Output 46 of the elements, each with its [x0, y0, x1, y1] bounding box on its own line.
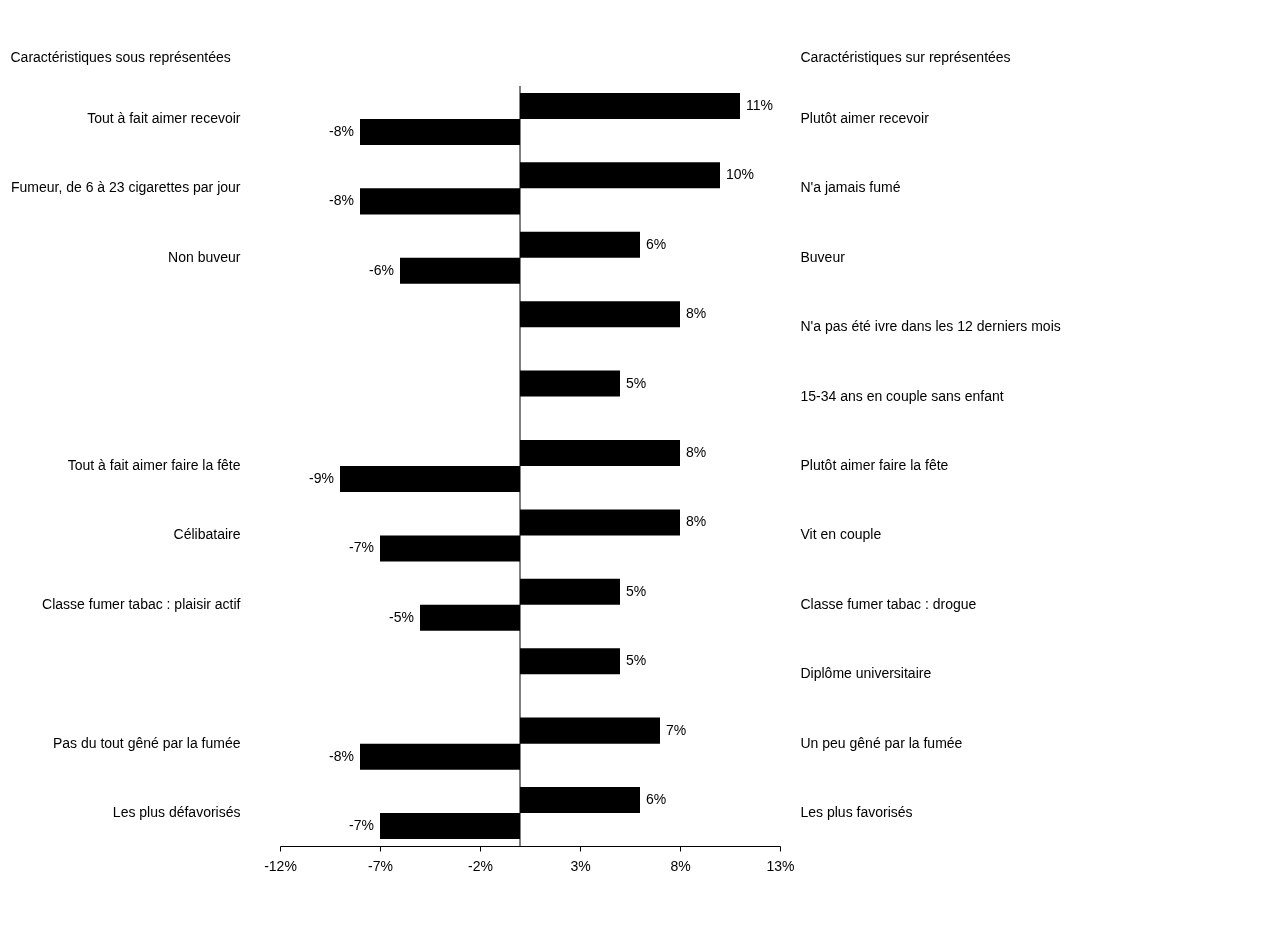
y2-tick-label: N'a jamais fumé [800, 179, 901, 196]
data-label: 8% [686, 513, 707, 530]
x-tick-label: 3% [570, 857, 591, 874]
y-axis-title: Caractéristiques sous représentées [10, 48, 231, 65]
data-label: -8% [329, 122, 354, 139]
x-tick-label: -7% [368, 857, 393, 874]
y2-tick-label: Diplôme universitaire [800, 665, 932, 682]
y-tick-label: Non buveur [168, 248, 241, 265]
data-label: 11% [746, 96, 773, 113]
data-label: 5% [626, 652, 647, 669]
y-tick-label: Tout à fait aimer faire la fête [67, 457, 241, 473]
data-label: -8% [329, 192, 354, 209]
y2-tick-label: 15-34 ans en couple sans enfant [800, 387, 1004, 404]
y-tick-label: Tout à fait aimer recevoir [87, 109, 241, 126]
data-label: 10% [726, 166, 755, 183]
y2-tick-label: Plutôt aimer faire la fête [800, 457, 949, 473]
y2-tick-label: Plutôt aimer recevoir [800, 109, 930, 126]
x-tick-label: -12% [264, 857, 297, 874]
x-tick-label: 13% [766, 857, 795, 874]
data-label: -5% [389, 608, 414, 625]
data-label: 8% [686, 443, 707, 460]
y-tick-label: Les plus défavorisés [112, 804, 241, 821]
data-label: 5% [626, 582, 647, 599]
y-tick-label: Fumeur, de 6 à 23 cigarettes par jour [10, 179, 241, 196]
data-label: 5% [626, 374, 647, 391]
y2-axis-title: Caractéristiques sur représentées [800, 48, 1011, 65]
y-tick-label: Célibataire [173, 526, 241, 543]
x-tick-label: -2% [468, 857, 493, 874]
y2-tick-label: Buveur [800, 248, 846, 265]
data-label: -9% [309, 470, 334, 487]
data-label: 8% [686, 305, 707, 322]
x-tick-label: 8% [670, 857, 691, 874]
y2-tick-label: Classe fumer tabac : drogue [800, 595, 977, 612]
y-tick-label: Pas du tout gêné par la fumée [52, 734, 241, 751]
data-label: -8% [329, 747, 354, 764]
data-label: -7% [349, 539, 374, 556]
data-label: -7% [349, 817, 374, 834]
data-label: 6% [646, 235, 667, 252]
y2-tick-label: Les plus favorisés [800, 804, 913, 821]
data-label: 6% [646, 791, 667, 808]
data-label: 7% [666, 721, 687, 738]
y2-tick-label: Vit en couple [800, 526, 882, 543]
data-label: -6% [369, 261, 394, 278]
y2-tick-label: N'a pas été ivre dans les 12 derniers mois [800, 318, 1061, 335]
y-tick-label: Classe fumer tabac : plaisir actif [42, 595, 241, 612]
y2-tick-label: Un peu gêné par la fumée [800, 734, 963, 751]
